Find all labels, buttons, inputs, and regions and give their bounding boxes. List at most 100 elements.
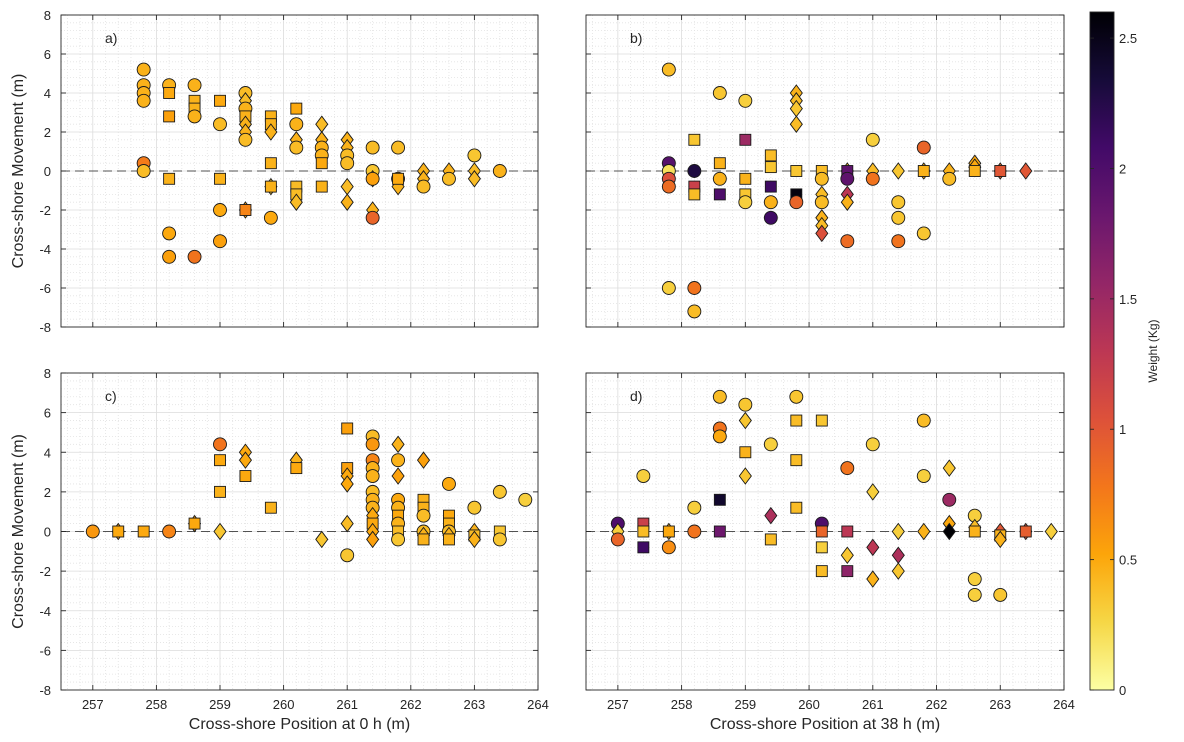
- x-tick-label: 262: [400, 697, 422, 712]
- colorbar-tick-label: 2.5: [1119, 31, 1137, 46]
- data-point: [713, 493, 726, 506]
- data-point: [637, 541, 650, 554]
- panel-b: b): [585, 14, 1065, 328]
- data-point: [391, 467, 405, 485]
- x-tick-label: 264: [1053, 697, 1075, 712]
- data-point: [492, 484, 507, 499]
- data-point: [891, 195, 906, 210]
- ticks: 257 258 259 260 261 262 263 264: [586, 372, 1075, 712]
- data-point: [661, 281, 676, 295]
- data-point: [467, 148, 482, 163]
- x-tick-label: 262: [926, 697, 948, 712]
- data-point: [738, 397, 753, 412]
- data-point: [340, 193, 354, 211]
- y-tick-label: 6: [44, 47, 51, 62]
- data-point: [391, 453, 406, 468]
- colorbar-tick-label: 0: [1119, 683, 1126, 698]
- data-point: [866, 538, 880, 557]
- data-point: [713, 157, 726, 170]
- data-point: [467, 530, 481, 549]
- data-point: [790, 501, 803, 514]
- data-point: [739, 133, 752, 146]
- data-point: [290, 102, 303, 115]
- data-point: [264, 180, 277, 193]
- y-tick-label: -8: [39, 683, 51, 698]
- y-tick-label: -8: [39, 320, 51, 335]
- panel-a: -8 -6 -4 -2 0 2 4 6 8 a) Cross-shore Movement (m): [10, 8, 539, 335]
- data-point: [865, 132, 880, 147]
- data-point: [712, 389, 727, 404]
- data-point: [764, 161, 777, 174]
- x-tick-label: 257: [607, 697, 629, 712]
- data-point: [340, 475, 354, 493]
- minor-grid: [586, 373, 1064, 690]
- data-point: [416, 508, 431, 523]
- data-point: [492, 164, 507, 178]
- data-point: [917, 522, 931, 541]
- data-point: [443, 533, 455, 546]
- data-point: [163, 172, 176, 185]
- data-point: [239, 204, 252, 216]
- x-axis-label: Cross-shore Position at 38 h (m): [710, 716, 940, 733]
- data-point: [865, 437, 880, 452]
- x-tick-label: 263: [989, 697, 1011, 712]
- data-point: [814, 195, 829, 210]
- y-tick-label: 4: [44, 86, 51, 101]
- ticks: -8 -6 -4 -2 0 2 4 6 8: [39, 8, 539, 335]
- x-tick-label: 263: [464, 697, 486, 712]
- data-point: [365, 469, 380, 483]
- y-tick-label: 0: [44, 164, 51, 179]
- data-point: [214, 454, 226, 467]
- x-axis-label: Cross-shore Position at 0 h (m): [189, 716, 410, 733]
- data-point: [263, 210, 278, 225]
- x-tick-label: 259: [209, 697, 231, 712]
- data-point: [789, 115, 803, 133]
- data-point: [815, 414, 828, 427]
- data-point: [137, 525, 150, 538]
- colorbar: 0 0.5 1 1.5 2 2.5 Weight (Kg): [1089, 11, 1160, 698]
- data-point: [942, 171, 957, 186]
- data-point: [416, 179, 431, 194]
- panel-label: a): [105, 30, 117, 46]
- data-point: [289, 193, 303, 211]
- data-point: [841, 525, 854, 538]
- x-tick-label: 261: [336, 697, 358, 712]
- colorbar-tick-label: 2: [1119, 161, 1126, 176]
- x-tick-label: 260: [273, 697, 295, 712]
- data-point: [687, 164, 702, 178]
- data-point: [238, 451, 253, 469]
- data-point: [763, 195, 778, 210]
- data-point: [213, 117, 227, 132]
- y-tick-label: -4: [39, 604, 51, 619]
- panel-c: 257 258 259 260 261 262 263 264 -8 -6 -4 -2 0 2 4 6 8 c) C…: [10, 366, 549, 733]
- data-point: [391, 532, 406, 547]
- minor-grid: [61, 373, 538, 690]
- data-point: [340, 548, 355, 563]
- x-tick-label: 264: [527, 697, 549, 712]
- data-point: [891, 210, 906, 225]
- data-point: [365, 171, 380, 186]
- data-point: [213, 437, 227, 452]
- data-point: [789, 389, 804, 404]
- data-point: [289, 140, 304, 155]
- y-axis-label: Cross-shore Movement (m): [10, 434, 27, 629]
- data-points: [610, 389, 1058, 602]
- data-point: [1019, 162, 1033, 180]
- data-point: [739, 446, 752, 459]
- data-point: [790, 414, 803, 427]
- data-point: [365, 210, 380, 225]
- y-tick-label: -2: [39, 203, 51, 218]
- y-tick-label: 4: [44, 445, 51, 460]
- data-point: [85, 524, 100, 539]
- data-point: [687, 304, 702, 319]
- data-point: [187, 249, 202, 264]
- data-point: [713, 188, 726, 201]
- data-point: [340, 514, 354, 533]
- data-point: [891, 162, 905, 180]
- data-point: [993, 530, 1007, 549]
- y-tick-label: -2: [39, 564, 51, 579]
- data-point: [136, 93, 151, 108]
- data-point: [891, 562, 905, 580]
- data-point: [942, 492, 957, 507]
- x-tick-label: 257: [82, 697, 104, 712]
